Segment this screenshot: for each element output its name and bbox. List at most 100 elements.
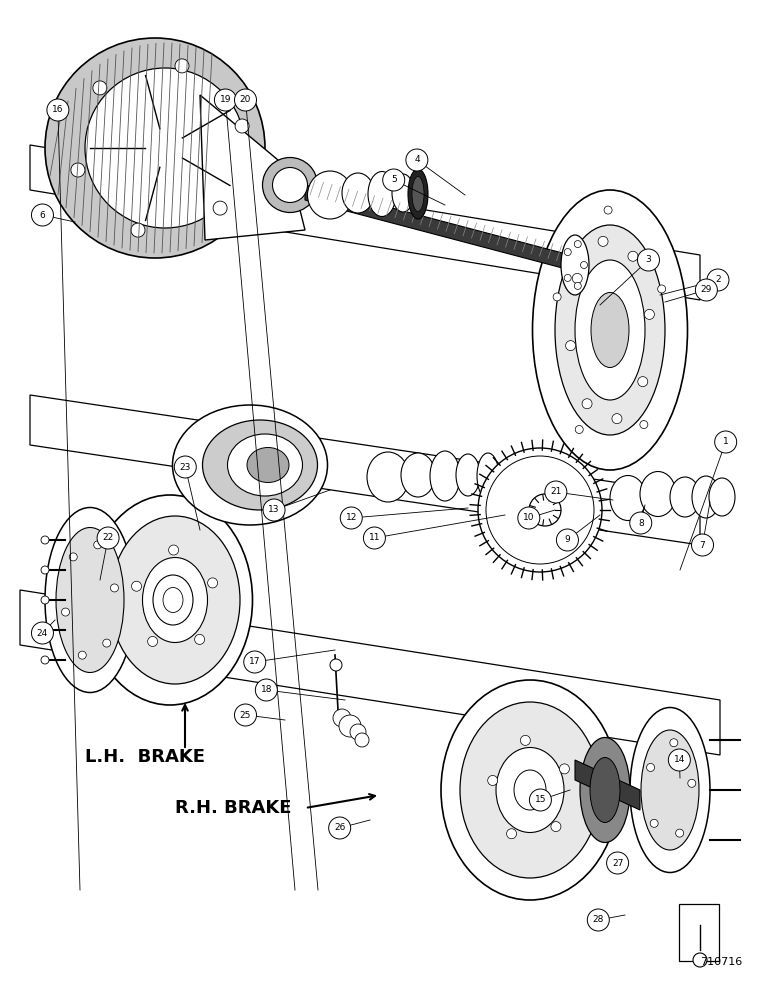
Circle shape (364, 527, 385, 549)
Circle shape (645, 309, 655, 319)
Ellipse shape (408, 169, 428, 219)
Circle shape (244, 651, 266, 673)
Circle shape (32, 622, 53, 644)
Ellipse shape (529, 494, 561, 526)
Ellipse shape (45, 508, 135, 692)
Circle shape (85, 68, 245, 228)
Circle shape (256, 679, 277, 701)
Text: 24: 24 (37, 629, 48, 638)
Circle shape (175, 59, 189, 73)
Circle shape (553, 293, 561, 301)
Circle shape (131, 223, 145, 237)
Ellipse shape (262, 157, 317, 213)
Circle shape (329, 817, 350, 839)
Circle shape (692, 534, 713, 556)
Text: 9: 9 (564, 536, 571, 544)
Ellipse shape (160, 581, 190, 619)
Circle shape (587, 909, 609, 931)
Text: 3: 3 (645, 255, 652, 264)
Circle shape (41, 566, 49, 574)
Circle shape (62, 608, 69, 616)
Circle shape (574, 282, 581, 289)
Ellipse shape (202, 420, 317, 510)
Circle shape (263, 499, 285, 521)
Text: 1: 1 (723, 438, 729, 446)
Circle shape (350, 724, 366, 740)
Circle shape (478, 448, 602, 572)
Circle shape (195, 634, 205, 644)
Text: 21: 21 (550, 488, 561, 496)
Circle shape (32, 204, 53, 226)
Circle shape (640, 421, 648, 429)
Circle shape (575, 425, 583, 433)
Circle shape (564, 249, 571, 256)
Text: 14: 14 (674, 756, 685, 764)
Circle shape (581, 261, 587, 268)
Circle shape (330, 659, 342, 671)
Circle shape (147, 636, 157, 646)
Circle shape (486, 456, 594, 564)
Ellipse shape (430, 451, 460, 501)
Ellipse shape (477, 453, 499, 499)
Ellipse shape (580, 738, 630, 842)
Text: 13: 13 (269, 506, 279, 514)
Ellipse shape (561, 235, 589, 295)
Circle shape (97, 527, 119, 549)
Circle shape (607, 852, 628, 874)
Circle shape (518, 507, 540, 529)
Circle shape (520, 735, 530, 745)
Ellipse shape (247, 448, 289, 483)
Polygon shape (30, 395, 700, 545)
Ellipse shape (153, 575, 193, 625)
Ellipse shape (110, 516, 240, 684)
Circle shape (530, 789, 551, 811)
Circle shape (93, 81, 107, 95)
Ellipse shape (143, 558, 208, 643)
Text: 710716: 710716 (700, 957, 742, 967)
Text: 19: 19 (220, 96, 231, 104)
Circle shape (676, 829, 684, 837)
Circle shape (69, 553, 77, 561)
Polygon shape (20, 590, 720, 755)
Circle shape (110, 584, 118, 592)
Ellipse shape (342, 173, 374, 213)
Circle shape (340, 507, 362, 529)
Circle shape (174, 456, 196, 478)
Circle shape (131, 581, 141, 591)
Ellipse shape (591, 292, 629, 367)
Circle shape (630, 512, 652, 534)
Circle shape (235, 704, 256, 726)
Circle shape (406, 149, 428, 171)
Ellipse shape (460, 702, 600, 878)
Circle shape (78, 651, 86, 659)
Ellipse shape (514, 770, 546, 810)
Ellipse shape (670, 477, 700, 517)
Circle shape (715, 431, 736, 453)
Circle shape (45, 38, 265, 258)
Text: 29: 29 (701, 286, 712, 294)
Circle shape (669, 749, 690, 771)
Circle shape (572, 273, 582, 283)
Circle shape (688, 779, 696, 787)
Circle shape (41, 656, 49, 664)
Ellipse shape (163, 587, 183, 612)
Ellipse shape (610, 476, 646, 520)
Ellipse shape (630, 708, 710, 872)
Text: 12: 12 (346, 514, 357, 522)
Circle shape (93, 541, 102, 549)
Circle shape (693, 953, 707, 967)
Circle shape (650, 819, 659, 827)
Circle shape (506, 829, 516, 839)
Circle shape (235, 89, 256, 111)
Ellipse shape (456, 454, 480, 496)
Text: 22: 22 (103, 534, 113, 542)
Circle shape (658, 285, 665, 293)
Text: 23: 23 (180, 462, 191, 472)
Circle shape (560, 764, 570, 774)
Circle shape (545, 481, 567, 503)
Circle shape (707, 269, 729, 291)
Ellipse shape (575, 260, 645, 400)
Ellipse shape (401, 453, 435, 497)
Circle shape (582, 399, 592, 409)
Ellipse shape (590, 758, 620, 822)
